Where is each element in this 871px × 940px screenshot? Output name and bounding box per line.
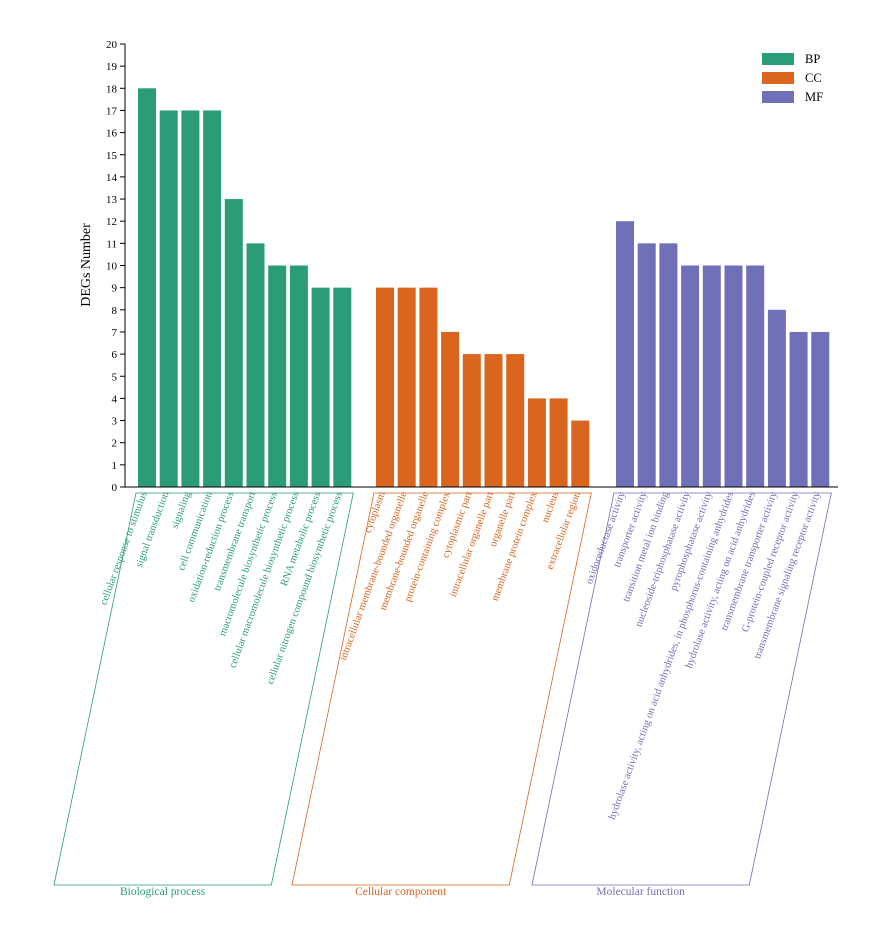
group-label: Molecular function (596, 886, 685, 898)
bar (159, 110, 178, 487)
bar (659, 243, 678, 487)
bar (138, 88, 156, 488)
group-boxes: Biological process Cellular component Mole… (53, 492, 832, 898)
bar (527, 398, 546, 487)
legend-label: MF (805, 90, 823, 104)
y-tick-label: 3 (112, 416, 118, 428)
y-axis-label: DEGs Number (79, 223, 94, 307)
y-tick-label: 2 (112, 438, 118, 450)
bar (462, 354, 481, 487)
bar (616, 221, 634, 487)
bar (441, 331, 460, 487)
bar (289, 265, 308, 487)
bar (181, 110, 200, 487)
legend-swatch (762, 72, 794, 84)
legend-swatch (762, 91, 794, 103)
bar (506, 354, 525, 487)
y-tick-label: 8 (112, 305, 118, 317)
legend-label: CC (805, 71, 822, 85)
bar (724, 265, 743, 487)
group-box (531, 492, 832, 886)
x-tick-label: signaling (170, 490, 194, 531)
y-tick-label: 19 (106, 61, 118, 73)
bar (246, 243, 265, 487)
y-tick-label: 18 (106, 83, 118, 95)
bar (333, 287, 352, 487)
y-tick-label: 17 (106, 105, 118, 117)
bar (549, 398, 568, 487)
y-tick-label: 11 (106, 238, 117, 250)
bar (789, 331, 808, 487)
bar (811, 331, 830, 487)
y-tick-label: 12 (106, 216, 117, 228)
group-box (53, 492, 354, 886)
bar (376, 287, 394, 487)
bar (203, 110, 222, 487)
bar (397, 287, 416, 487)
bar (224, 199, 243, 488)
y-tick-label: 13 (106, 194, 118, 206)
bar (571, 420, 590, 487)
y-tick-label: 15 (106, 150, 118, 162)
group-box (291, 492, 592, 886)
y-tick-label: 10 (106, 261, 118, 273)
y-tick-label: 9 (112, 283, 118, 295)
y-tick-label: 6 (112, 349, 118, 361)
y-tick-label: 20 (106, 39, 118, 51)
y-tick-label: 5 (112, 371, 118, 383)
group-label: Biological process (120, 886, 206, 898)
bars (138, 88, 830, 488)
y-tick-label: 0 (112, 482, 118, 494)
group-label: Cellular component (355, 886, 447, 898)
legend-label: BP (805, 52, 820, 66)
bar (419, 287, 438, 487)
bar (484, 354, 503, 487)
bar (746, 265, 765, 487)
bar (268, 265, 287, 487)
bar (681, 265, 700, 487)
bar (311, 287, 330, 487)
x-tick-label: nucleus (540, 490, 561, 524)
y-tick-label: 1 (112, 460, 118, 472)
y-tick-label: 14 (106, 172, 118, 184)
legend: BP CC MF (762, 52, 823, 104)
y-tick-label: 16 (106, 128, 118, 140)
y-tick-label: 7 (112, 327, 118, 339)
legend-swatch (762, 53, 794, 65)
y-tick-label: 4 (112, 393, 118, 405)
bar (767, 309, 786, 487)
bar (637, 243, 656, 487)
bar (702, 265, 721, 487)
